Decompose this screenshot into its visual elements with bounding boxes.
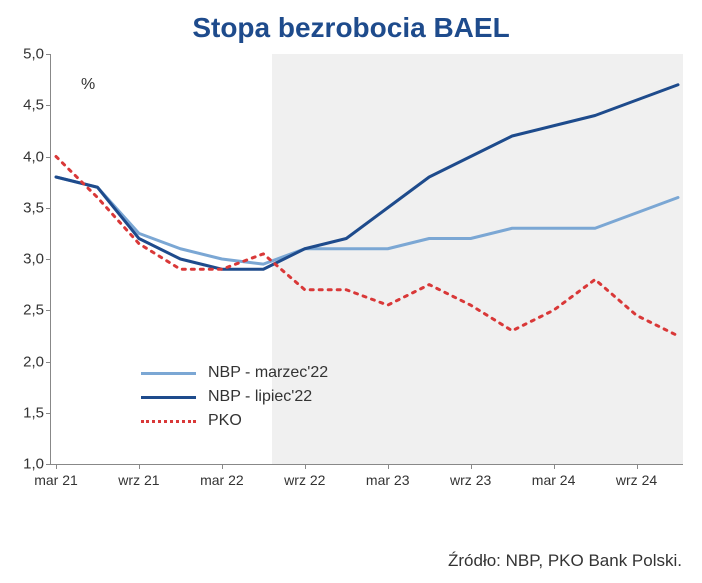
x-tick-label: wrz 23 bbox=[450, 472, 491, 488]
series-line bbox=[56, 177, 678, 264]
y-tick-label: 2,0 bbox=[9, 353, 44, 370]
y-tick-mark bbox=[46, 413, 51, 414]
chart-container: % NBP - marzec'22NBP - lipiec'22PKO 1,01… bbox=[50, 54, 682, 504]
y-tick-mark bbox=[46, 54, 51, 55]
x-tick-mark bbox=[471, 464, 472, 469]
source-text: Źródło: NBP, PKO Bank Polski. bbox=[448, 551, 682, 571]
y-tick-label: 4,0 bbox=[9, 148, 44, 165]
plot-area: % NBP - marzec'22NBP - lipiec'22PKO 1,01… bbox=[50, 54, 683, 465]
x-tick-label: mar 22 bbox=[200, 472, 244, 488]
y-tick-label: 1,0 bbox=[9, 456, 44, 473]
x-tick-mark bbox=[222, 464, 223, 469]
y-tick-mark bbox=[46, 259, 51, 260]
legend-label: NBP - marzec'22 bbox=[208, 364, 328, 382]
x-tick-label: wrz 21 bbox=[118, 472, 159, 488]
y-tick-mark bbox=[46, 362, 51, 363]
legend: NBP - marzec'22 NBP - lipiec'22 PKO bbox=[141, 364, 328, 436]
y-tick-label: 1,5 bbox=[9, 404, 44, 421]
legend-line bbox=[141, 420, 196, 423]
y-tick-label: 2,5 bbox=[9, 302, 44, 319]
y-tick-mark bbox=[46, 310, 51, 311]
x-tick-mark bbox=[554, 464, 555, 469]
x-tick-label: mar 23 bbox=[366, 472, 410, 488]
legend-row: NBP - marzec'22 bbox=[141, 364, 328, 382]
x-tick-mark bbox=[56, 464, 57, 469]
y-tick-label: 3,5 bbox=[9, 199, 44, 216]
series-line bbox=[56, 85, 678, 270]
x-tick-mark bbox=[139, 464, 140, 469]
x-tick-label: wrz 22 bbox=[284, 472, 325, 488]
x-tick-mark bbox=[305, 464, 306, 469]
chart-title: Stopa bezrobocia BAEL bbox=[0, 0, 702, 54]
y-tick-mark bbox=[46, 105, 51, 106]
legend-line bbox=[141, 372, 196, 375]
x-tick-label: mar 21 bbox=[34, 472, 78, 488]
series-line bbox=[56, 157, 678, 336]
x-tick-mark bbox=[388, 464, 389, 469]
y-tick-mark bbox=[46, 157, 51, 158]
y-tick-label: 5,0 bbox=[9, 46, 44, 63]
y-tick-mark bbox=[46, 464, 51, 465]
x-tick-mark bbox=[637, 464, 638, 469]
x-tick-label: mar 24 bbox=[532, 472, 576, 488]
legend-label: NBP - lipiec'22 bbox=[208, 388, 312, 406]
x-tick-label: wrz 24 bbox=[616, 472, 657, 488]
legend-line bbox=[141, 396, 196, 399]
y-tick-label: 3,0 bbox=[9, 251, 44, 268]
legend-row: PKO bbox=[141, 412, 328, 430]
legend-label: PKO bbox=[208, 412, 242, 430]
y-tick-label: 4,5 bbox=[9, 97, 44, 114]
legend-row: NBP - lipiec'22 bbox=[141, 388, 328, 406]
y-tick-mark bbox=[46, 208, 51, 209]
